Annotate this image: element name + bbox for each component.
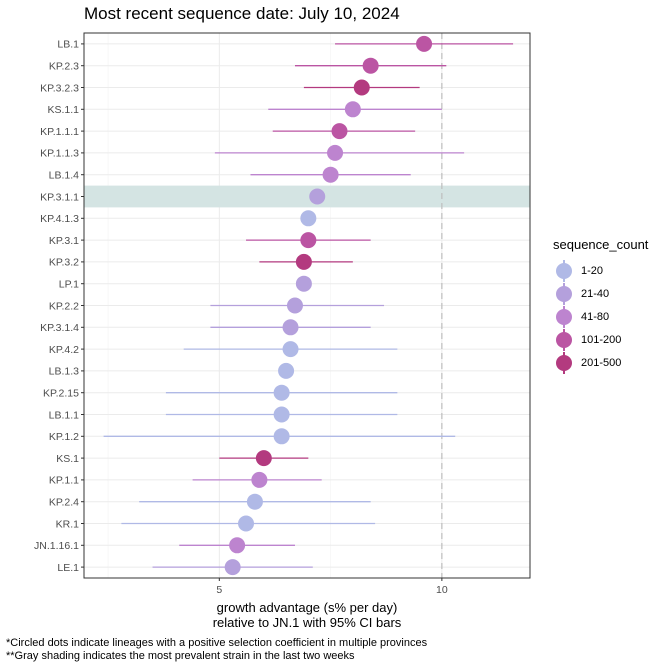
y-label-kp-3-1-4: KP.3.1.4 bbox=[40, 322, 79, 334]
legend-item-1-20: 1-20 bbox=[553, 259, 648, 282]
legend-key-dot bbox=[556, 331, 572, 348]
point-kp-2-15 bbox=[273, 384, 290, 401]
legend-items: 1-20 21-40 41-80 101-200 201-500 bbox=[553, 259, 648, 374]
point-kp-1-2 bbox=[273, 428, 290, 445]
y-label-lb-1-3: LB.1.3 bbox=[49, 366, 80, 378]
point-lb-1-4 bbox=[322, 166, 339, 183]
legend-key-101-200 bbox=[553, 328, 575, 351]
y-label-kp-1-1-1: KP.1.1.1 bbox=[40, 126, 79, 138]
x-axis-label: growth advantage (s% per day) relative t… bbox=[84, 600, 530, 630]
y-label-le-1: LE.1 bbox=[57, 562, 79, 574]
legend-key-21-40 bbox=[553, 282, 575, 305]
legend-title: sequence_count bbox=[553, 237, 649, 252]
point-kp-4-2 bbox=[282, 341, 299, 358]
y-label-kp-2-3: KP.2.3 bbox=[49, 61, 79, 73]
legend-item-41-80: 41-80 bbox=[553, 305, 648, 328]
point-kp-3-1-1 bbox=[309, 188, 326, 205]
point-kp-1-1-3 bbox=[327, 144, 344, 161]
y-label-kp-1-1-3: KP.1.1.3 bbox=[40, 148, 79, 160]
y-label-kp-3-1: KP.3.1 bbox=[49, 235, 79, 247]
caption-circled-dots: *Circled dots indicate lineages with a p… bbox=[6, 637, 428, 649]
y-label-kp-4-1-3: KP.4.1.3 bbox=[40, 213, 79, 225]
point-kp-1-1 bbox=[251, 471, 268, 488]
x-tick-label-10: 10 bbox=[436, 584, 448, 596]
point-kp-4-1-3 bbox=[300, 210, 317, 227]
point-le-1 bbox=[224, 559, 241, 576]
y-label-ks-1: KS.1 bbox=[56, 453, 79, 465]
y-label-kp-1-1: KP.1.1 bbox=[49, 475, 79, 487]
y-label-lb-1-1: LB.1.1 bbox=[49, 409, 80, 421]
y-label-kp-3-1-1: KP.3.1.1 bbox=[40, 191, 79, 203]
legend-key-dot bbox=[556, 262, 572, 279]
legend: sequence_count 1-20 21-40 41-80 101-200 201-… bbox=[553, 237, 648, 374]
chart-title: Most recent sequence date: July 10, 2024 bbox=[84, 4, 400, 23]
point-kp-2-3 bbox=[362, 57, 379, 74]
legend-key-41-80 bbox=[553, 305, 575, 328]
y-label-kp-1-2: KP.1.2 bbox=[49, 431, 79, 443]
y-label-kp-2-2: KP.2.2 bbox=[49, 300, 79, 312]
y-label-kp-3-2-3: KP.3.2.3 bbox=[40, 82, 79, 94]
y-label-ks-1-1: KS.1.1 bbox=[47, 104, 79, 116]
y-label-kp-3-2: KP.3.2 bbox=[49, 257, 79, 269]
point-kp-2-4 bbox=[246, 493, 263, 510]
x-axis-label-line2: relative to JN.1 with 95% CI bars bbox=[212, 615, 402, 630]
legend-item-201-500: 201-500 bbox=[553, 351, 648, 374]
point-kp-3-2-3 bbox=[353, 79, 370, 96]
point-kp-1-1-1 bbox=[331, 123, 348, 140]
point-kp-2-2 bbox=[286, 297, 303, 314]
y-label-lp-1: LP.1 bbox=[59, 279, 79, 291]
point-kp-3-1 bbox=[300, 232, 317, 249]
point-ks-1-1 bbox=[344, 101, 361, 118]
captions: *Circled dots indicate lineages with a p… bbox=[6, 637, 427, 663]
legend-label-21-40: 21-40 bbox=[581, 287, 610, 300]
legend-key-1-20 bbox=[553, 259, 575, 282]
point-lp-1 bbox=[295, 275, 312, 292]
y-label-kr-1: KR.1 bbox=[56, 518, 80, 530]
legend-key-dot bbox=[556, 285, 572, 302]
y-label-jn-1-16-1: JN.1.16.1 bbox=[34, 540, 79, 552]
legend-item-101-200: 101-200 bbox=[553, 328, 648, 351]
point-kp-3-2 bbox=[295, 253, 312, 270]
legend-key-201-500 bbox=[553, 351, 575, 374]
estimate-points bbox=[224, 35, 433, 576]
legend-key-dot bbox=[556, 354, 572, 371]
highlight-band bbox=[84, 185, 530, 208]
caption-gray-shading: **Gray shading indicates the most preval… bbox=[6, 650, 355, 662]
highlight-row-kp-3-1-1 bbox=[84, 185, 530, 208]
legend-label-101-200: 101-200 bbox=[581, 333, 622, 346]
point-lb-1-1 bbox=[273, 406, 290, 423]
legend-label-201-500: 201-500 bbox=[581, 356, 622, 369]
y-label-kp-2-4: KP.2.4 bbox=[49, 497, 79, 509]
legend-label-41-80: 41-80 bbox=[581, 310, 610, 323]
y-label-kp-2-15: KP.2.15 bbox=[43, 388, 79, 400]
x-ticks: 5 10 bbox=[216, 578, 448, 596]
point-lb-1 bbox=[416, 35, 433, 52]
legend-label-1-20: 1-20 bbox=[581, 264, 604, 277]
y-tick-labels: LB.1 KP.2.3 KP.3.2.3 KS.1.1 KP.1.1.1 KP.1.1.3… bbox=[34, 39, 84, 574]
x-tick-label-5: 5 bbox=[216, 584, 222, 596]
y-label-kp-4-2: KP.4.2 bbox=[49, 344, 79, 356]
y-label-lb-1: LB.1 bbox=[57, 39, 79, 51]
legend-item-21-40: 21-40 bbox=[553, 282, 648, 305]
x-axis-label-line1: growth advantage (s% per day) bbox=[216, 600, 398, 615]
chart-plot: LB.1 KP.2.3 KP.3.2.3 KS.1.1 KP.1.1.1 KP.1.1.3… bbox=[34, 32, 531, 596]
point-jn-1-16-1 bbox=[229, 537, 246, 554]
point-lb-1-3 bbox=[278, 362, 295, 379]
y-label-lb-1-4: LB.1.4 bbox=[49, 170, 80, 182]
legend-key-dot bbox=[556, 308, 572, 325]
point-kr-1 bbox=[238, 515, 255, 532]
point-kp-3-1-4 bbox=[282, 319, 299, 336]
point-ks-1 bbox=[255, 450, 272, 467]
